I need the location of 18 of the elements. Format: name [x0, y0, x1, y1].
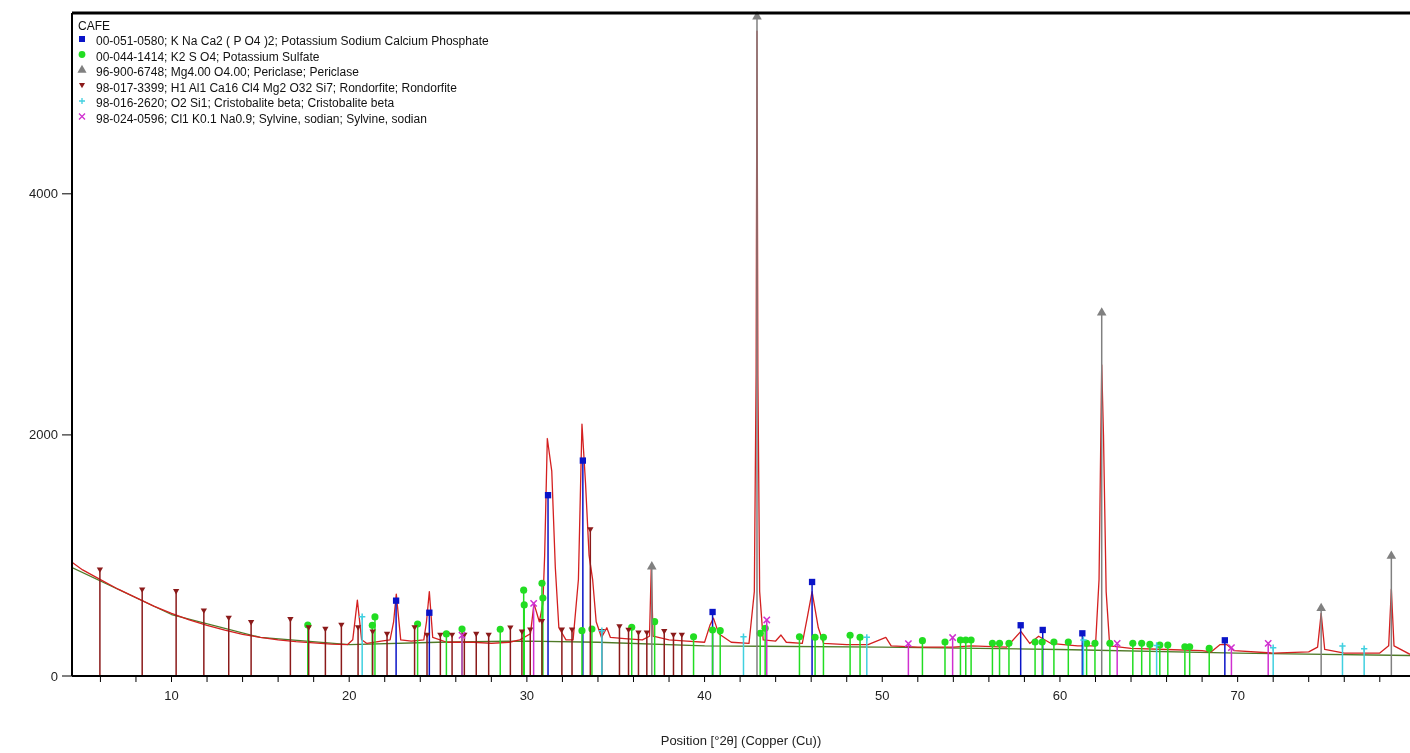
legend-title: CAFE [78, 19, 111, 33]
y-tick-label: 2000 [29, 427, 58, 443]
legend-label: 00-044-1414; K2 S O4; Potassium Sulfate [96, 49, 320, 64]
legend-label: 00-051-0580; K Na Ca2 ( P O4 )2; Potassium Sodium Calcium Phosphate [96, 34, 489, 48]
x-tick-label: 60 [1052, 688, 1068, 703]
x-tick-label: 10 [164, 688, 179, 703]
legend-label: 98-024-0596; Cl1 K0.1 Na0.9; Sylvine, sodian; Sylvine, sodian [96, 111, 427, 126]
x-tick-label: 70 [1230, 688, 1245, 703]
x-tick-label: 40 [697, 688, 712, 703]
legend-label: 98-017-3399; H1 Al1 Ca16 Cl4 Mg2 O32 Si7; Rondorfite; Rondorfite [96, 80, 458, 95]
y-tick-label: 0 [50, 668, 58, 684]
x-tick-label: 20 [341, 688, 357, 703]
legend-label: 98-016-2620; O2 Si1; Cristobalite beta; Cristobalite beta [96, 96, 395, 110]
y-tick-label: 4000 [29, 186, 58, 202]
x-tick-label: 50 [875, 688, 890, 703]
legend-label: 96-900-6748; Mg4.00 O4.00; Periclase; Periclase [96, 65, 360, 79]
x-axis-title: Position [°2θ] (Copper (Cu)) [660, 733, 822, 748]
x-tick-label: 30 [519, 688, 535, 703]
